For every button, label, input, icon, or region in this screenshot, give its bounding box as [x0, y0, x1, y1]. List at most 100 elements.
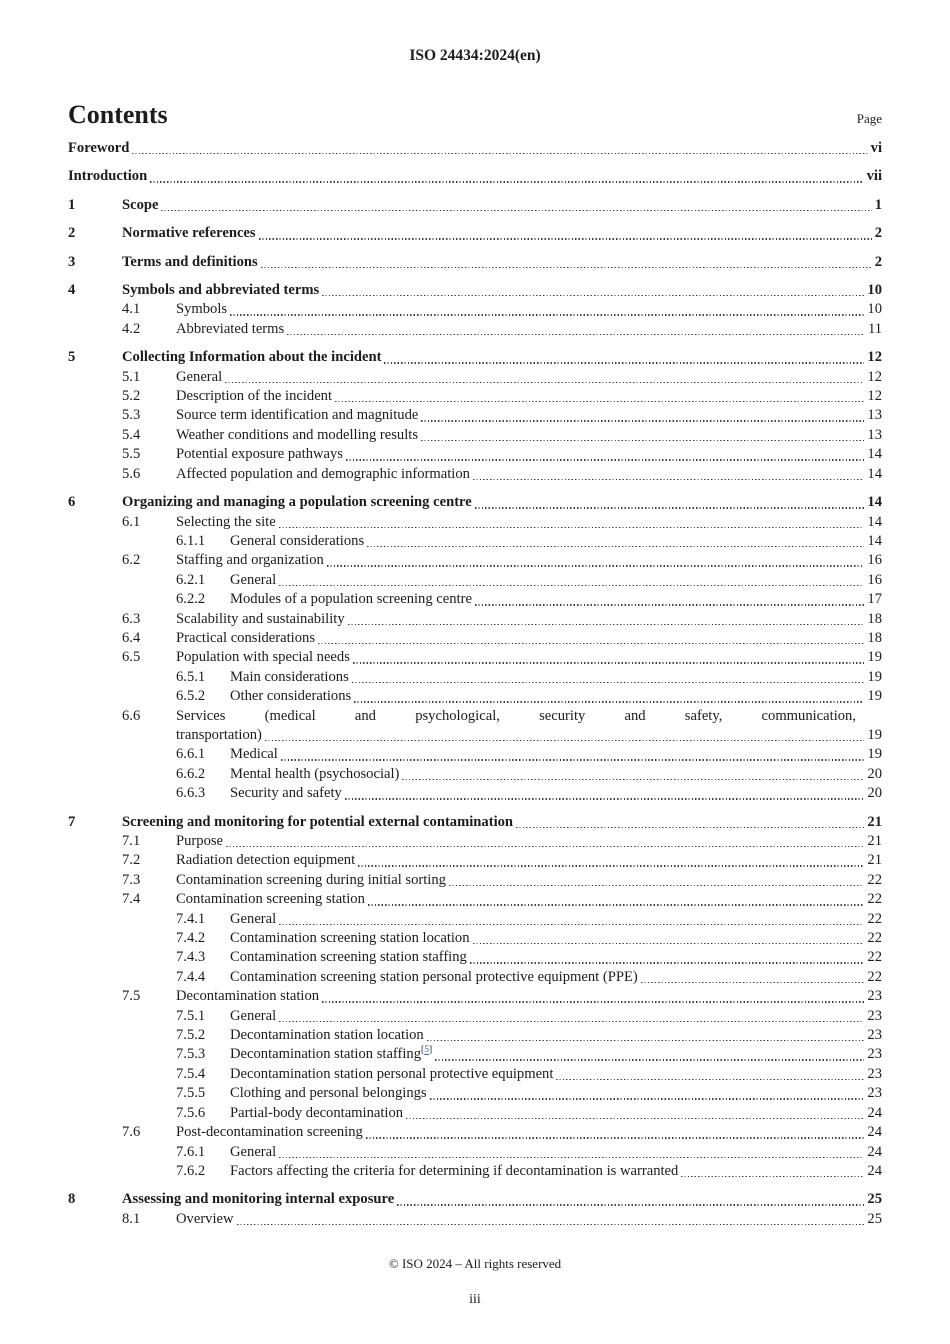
entry-number: 6.2.1: [176, 571, 206, 588]
entry-title-text: Affected population and demographic info…: [176, 465, 470, 482]
entry-title-text: Security and safety: [230, 785, 342, 802]
entry-number: 6.1: [122, 513, 141, 530]
toc-entry: 4.1 Symbols 10: [68, 300, 882, 319]
entry-page-number: 14: [867, 446, 882, 463]
entry-number: 7.4: [122, 891, 141, 908]
entry-number: 6.2: [122, 552, 141, 569]
entry-page-number: 19: [867, 746, 882, 763]
entry-title: Factors affecting the criteria for deter…: [230, 1162, 678, 1181]
dot-leader: [434, 1045, 865, 1064]
dot-leader: [357, 851, 865, 870]
toc-entry: 7.6.2 Factors affecting the criteria for …: [68, 1162, 882, 1181]
entry-title: Normative references: [122, 224, 256, 243]
entry-page-number: 25: [867, 1210, 882, 1227]
dot-leader: [347, 610, 866, 629]
dot-leader: [345, 445, 865, 464]
dot-leader: [278, 1007, 865, 1026]
entry-title-text: Contamination screening station location: [230, 930, 470, 947]
entry-title: Post-decontamination screening: [176, 1123, 363, 1142]
entry-number: 6.6.1: [176, 746, 206, 763]
dot-leader: [472, 929, 866, 948]
entry-page-number: 21: [867, 833, 882, 849]
dot-leader: [429, 1084, 866, 1103]
toc-entry: 7.5.5 Clothing and personal belongings 23: [68, 1084, 882, 1103]
dot-leader: [351, 668, 866, 687]
entry-title-text: Radiation detection equipment: [176, 852, 356, 869]
entry-title: Contamination screening station personal…: [230, 968, 638, 987]
entry-number: 7: [68, 813, 76, 830]
entry-title-text: Assessing and monitoring internal exposu…: [122, 1191, 395, 1208]
toc-entry: Introduction vii: [68, 167, 882, 186]
entry-title: Description of the incident: [176, 387, 332, 406]
entry-title-text: Main considerations: [230, 668, 349, 685]
entry-title: Partial-body decontamination: [230, 1104, 403, 1123]
entry-number: 5: [68, 349, 76, 366]
entry-number: 7.5.6: [176, 1104, 206, 1121]
entry-number: 1: [68, 196, 76, 213]
entry-number: 6.5.2: [176, 688, 206, 705]
entry-number: 6.6.2: [176, 765, 206, 782]
entry-title: Scope: [122, 196, 158, 215]
dot-leader: [224, 368, 865, 387]
toc-entry: 6.1 Selecting the site 14: [68, 513, 882, 532]
dot-leader: [448, 871, 865, 890]
entry-title-text: Purpose: [176, 833, 224, 849]
entry-page-number: 11: [867, 320, 882, 337]
entry-title: Radiation detection equipment: [176, 851, 355, 870]
entry-number: 7.5: [122, 988, 141, 1005]
entry-title-text: Normative references: [122, 225, 256, 242]
dot-leader: [264, 726, 865, 745]
dot-leader: [474, 493, 866, 512]
dot-leader: [474, 590, 865, 609]
entry-title: Population with special needs: [176, 648, 350, 667]
entry-title-line2: transportation): [176, 726, 262, 743]
toc-entry: 7.5.4 Decontamination station personal pr…: [68, 1065, 882, 1084]
toc-entry: 6.3 Scalability and sustainability 18: [68, 610, 882, 629]
toc-entry: 6.6.2 Mental health (psychosocial) 20: [68, 765, 882, 784]
entry-title-text: Description of the incident: [176, 388, 333, 405]
toc-entry: 6.5.2 Other considerations 19: [68, 687, 882, 706]
toc-entry: 6.5 Population with special needs 19: [68, 648, 882, 667]
entry-page-number: 18: [867, 610, 882, 627]
entry-title: Source term identification and magnitude: [176, 406, 418, 425]
citation-bracket-open: [: [421, 1045, 425, 1056]
entry-page-number: 21: [867, 852, 882, 869]
toc-entry: 8 Assessing and monitoring internal expos…: [68, 1190, 882, 1209]
dot-leader: [278, 571, 865, 590]
entry-number: 6.4: [122, 629, 141, 646]
entry-title: Decontamination station location: [230, 1026, 424, 1045]
dot-leader: [326, 551, 866, 570]
entry-number: 4.1: [122, 301, 141, 318]
entry-title-line1: Services (medical and psychological, sec…: [176, 707, 856, 724]
entry-number: 6.2.2: [176, 591, 206, 608]
dot-leader: [555, 1065, 865, 1084]
entry-title: Practical considerations: [176, 629, 315, 648]
entry-title-text: Contamination screening station: [176, 891, 365, 908]
toc-entry: 5.1 General 12: [68, 368, 882, 387]
entry-page-number: 2: [874, 225, 882, 242]
entry-page-number: 12: [867, 368, 882, 385]
document-header: ISO 24434:2024(en): [409, 47, 541, 64]
toc-entry: 5.5 Potential exposure pathways 14: [68, 445, 882, 464]
entry-title-text: Weather conditions and modelling results: [176, 426, 419, 443]
entry-number: 6.1.1: [176, 532, 206, 549]
toc-entry: 7.5 Decontamination station 23: [68, 987, 882, 1006]
entry-title-text: Introduction: [68, 168, 148, 185]
entry-title: Affected population and demographic info…: [176, 465, 470, 484]
citation-link[interactable]: 5: [424, 1045, 429, 1056]
dot-leader: [344, 784, 866, 803]
entry-page-number: 18: [867, 629, 882, 646]
entry-number: 7.5.1: [176, 1007, 206, 1024]
toc-entry: 3 Terms and definitions 2: [68, 253, 882, 272]
entry-title: General: [230, 910, 276, 929]
entry-title: Contamination screening station staffing: [230, 948, 467, 967]
entry-title: Clothing and personal belongings: [230, 1084, 427, 1103]
dot-leader: [420, 406, 865, 425]
entry-page-number: 1: [874, 196, 882, 213]
entry-page-number: 24: [867, 1124, 882, 1141]
entry-page-number: 24: [867, 1143, 882, 1160]
entry-number: 5.5: [122, 446, 141, 463]
entry-page-number: 14: [867, 465, 882, 482]
entry-title: Symbols: [176, 300, 227, 319]
entry-number: 7.5.3: [176, 1046, 206, 1063]
